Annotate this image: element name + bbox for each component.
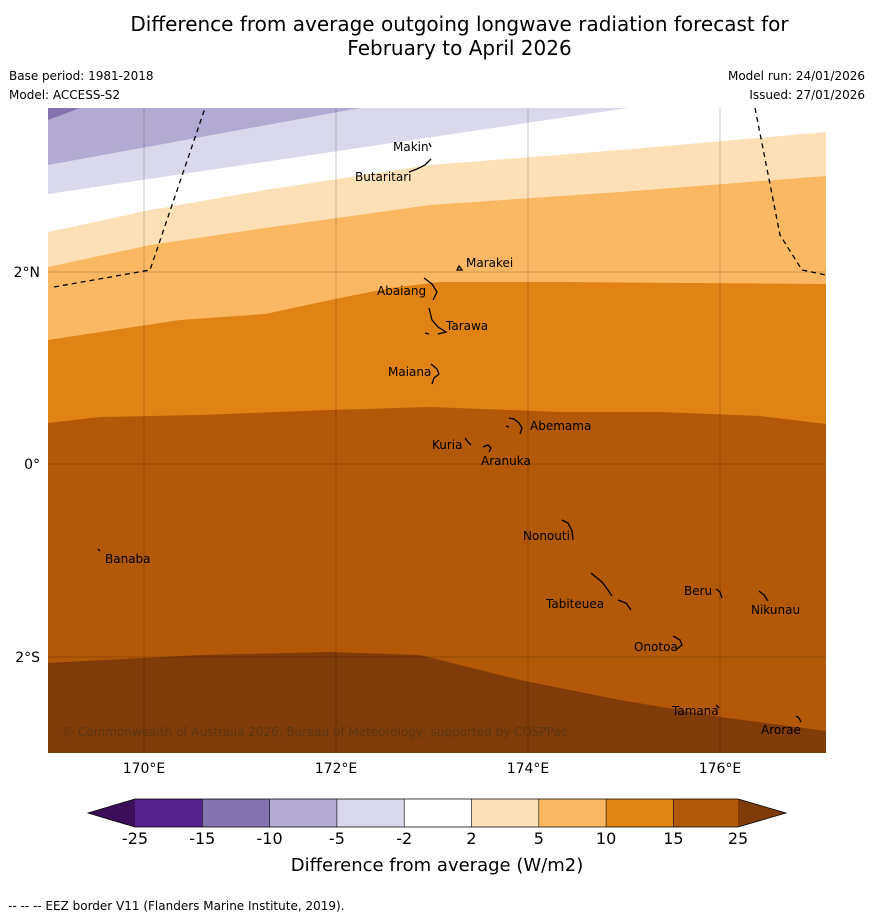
colorbar-tick-label: 15 (663, 829, 683, 848)
colorbar-dividers (202, 799, 674, 827)
band-neg10-neg5 (48, 108, 360, 165)
colorbar-max-extension (738, 799, 786, 827)
model-run: Model run: 24/01/2026 (727, 69, 865, 83)
lat-tick-label: 0° (24, 457, 40, 473)
place-label: Maiana (388, 365, 431, 379)
colorbar-tick-label: -15 (189, 829, 215, 848)
contour-bands (48, 108, 826, 753)
colorbar-tick-label: -10 (257, 829, 283, 848)
island-maiana (430, 363, 440, 385)
island-abaiang (423, 277, 438, 301)
colorbar-tick-labels: -25 -15 -10 -5 -2 2 5 10 15 25 (122, 829, 748, 848)
lon-tick-label: 176°E (699, 761, 742, 777)
island-tamana (715, 704, 720, 709)
meta-left: Base period: 1981-2018 Model: ACCESS-S2 (9, 67, 154, 105)
island-onotoa (672, 635, 683, 650)
chart-title: Difference from average outgoing longwav… (0, 12, 873, 60)
island-nikunau (758, 590, 769, 602)
place-label: Kuria (432, 438, 463, 452)
island-nonouti (561, 519, 574, 541)
colorbar: -25 -15 -10 -5 -2 2 5 10 15 25 Differenc… (86, 798, 788, 876)
island-tabiteuea (590, 572, 632, 611)
place-label: Tabiteuea (545, 597, 604, 611)
place-label: Beru (684, 584, 712, 598)
band-above-25 (48, 652, 826, 753)
colorbar-segment (471, 799, 539, 827)
colorbar-segment (538, 799, 607, 827)
meta-right: Model run: 24/01/2026 Issued: 27/01/2026 (728, 67, 865, 105)
base-period: Base period: 1981-2018 (9, 69, 154, 83)
colorbar-outline (86, 798, 788, 828)
place-label: Abemama (530, 419, 591, 433)
colorbar-tick-label: 2 (466, 829, 476, 848)
place-label: Tamana (671, 704, 719, 718)
lon-tick-label: 172°E (315, 761, 358, 777)
island-kuria (464, 437, 472, 446)
island-aranuka (482, 444, 492, 453)
island-banaba (97, 548, 101, 552)
place-label: Aranuka (481, 454, 531, 468)
eez-legend-note: -- -- -- EEZ border V11 (Flanders Marine… (8, 899, 345, 913)
colorbar-segment (135, 799, 203, 827)
colorbar-tick-label: 10 (596, 829, 616, 848)
graticule (48, 108, 826, 753)
island-butaritari (408, 158, 432, 173)
band-neg15-neg10 (48, 108, 80, 120)
model-name: Model: ACCESS-S2 (9, 88, 121, 102)
colorbar-segment (673, 799, 738, 827)
colorbar-min-extension (88, 799, 135, 827)
place-label: Makin (393, 140, 429, 154)
island-beru (715, 588, 723, 599)
island-arorae (795, 715, 802, 723)
island-abemama (505, 417, 523, 435)
island-makin (428, 142, 432, 148)
island-tarawa (424, 307, 448, 335)
colorbar-tick-label: -5 (329, 829, 345, 848)
colorbar-segment (336, 799, 405, 827)
colorbar-tick-label: -2 (396, 829, 412, 848)
colorbar-tick-label: 25 (728, 829, 748, 848)
lon-tick-label: 174°E (507, 761, 550, 777)
colorbar-segment (404, 799, 472, 827)
place-label: Onotoa (634, 640, 678, 654)
title-line-1: Difference from average outgoing longwav… (130, 12, 789, 36)
place-label: Tarawa (445, 319, 488, 333)
place-label: Arorae (761, 723, 801, 737)
colorbar-title: Difference from average (W/m2) (291, 855, 583, 876)
title-line-2: February to April 2026 (347, 36, 572, 60)
islands (97, 142, 802, 723)
colorbar-segment (269, 799, 337, 827)
lon-tick-label: 170°E (123, 761, 166, 777)
island-marakei (455, 264, 464, 271)
eez-border (53, 107, 827, 288)
place-label: Marakei (466, 256, 513, 270)
copyright-notice: © Commonwealth of Australia 2026, Bureau… (62, 725, 567, 739)
colorbar-segment (202, 799, 270, 827)
place-label: Banaba (105, 552, 151, 566)
colorbar-segment (606, 799, 674, 827)
lat-tick-labels: 2°N 0° 2°S (14, 265, 41, 666)
lon-tick-labels: 170°E 172°E 174°E 176°E (123, 761, 742, 777)
place-label: Nikunau (751, 603, 800, 617)
lat-tick-label: 2°N (14, 265, 40, 281)
lat-tick-label: 2°S (15, 650, 40, 666)
issued-date: Issued: 27/01/2026 (749, 88, 865, 102)
place-label: Abaiang (377, 284, 426, 298)
colorbar-tick-label: -25 (122, 829, 148, 848)
colorbar-tick-label: 5 (534, 829, 544, 848)
place-label: Butaritari (355, 170, 412, 184)
place-labels: Makin Butaritari Marakei Abaiang Tarawa … (105, 140, 801, 737)
place-label: Nonouti (523, 529, 570, 543)
